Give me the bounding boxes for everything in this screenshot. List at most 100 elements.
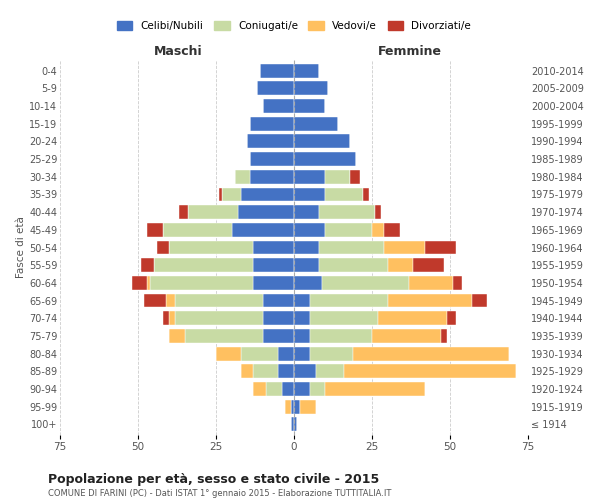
Bar [222, 188, 241, 202]
Bar [157, 240, 169, 254]
Legend: Celibi/Nubili, Coniugati/e, Vedovi/e, Divorziati/e: Celibi/Nubili, Coniugati/e, Vedovi/e, Di… [113, 16, 475, 35]
Bar [257, 82, 294, 95]
Bar [294, 258, 319, 272]
Text: Popolazione per età, sesso e stato civile - 2015: Popolazione per età, sesso e stato civil… [48, 472, 379, 486]
Bar [294, 382, 310, 396]
Bar [453, 276, 463, 290]
Bar [322, 276, 409, 290]
Bar [250, 152, 294, 166]
Bar [253, 276, 294, 290]
Bar [278, 346, 294, 360]
Bar [294, 312, 310, 325]
Bar [310, 312, 378, 325]
Text: Maschi: Maschi [154, 45, 203, 58]
Bar [310, 382, 325, 396]
Bar [241, 346, 278, 360]
Bar [253, 240, 294, 254]
Bar [294, 364, 316, 378]
Bar [310, 294, 388, 308]
Bar [310, 346, 353, 360]
Bar [154, 258, 253, 272]
Bar [385, 240, 425, 254]
Bar [325, 170, 350, 183]
Bar [253, 382, 266, 396]
Bar [440, 329, 447, 343]
Bar [353, 346, 509, 360]
Bar [388, 258, 413, 272]
Bar [188, 205, 238, 219]
Bar [294, 240, 319, 254]
Bar [241, 364, 253, 378]
Bar [281, 382, 294, 396]
Bar [319, 205, 375, 219]
Bar [294, 64, 319, 78]
Bar [294, 188, 325, 202]
Bar [350, 170, 359, 183]
Y-axis label: Anni di nascita: Anni di nascita [598, 209, 600, 286]
Bar [294, 134, 350, 148]
Bar [294, 223, 325, 236]
Bar [372, 223, 385, 236]
Bar [132, 276, 148, 290]
Bar [472, 294, 487, 308]
Bar [425, 240, 456, 254]
Y-axis label: Fasce di età: Fasce di età [16, 216, 26, 278]
Bar [372, 329, 440, 343]
Bar [169, 240, 253, 254]
Bar [232, 223, 294, 236]
Bar [179, 205, 188, 219]
Bar [241, 188, 294, 202]
Bar [300, 400, 316, 413]
Bar [316, 364, 344, 378]
Bar [378, 312, 447, 325]
Bar [175, 294, 263, 308]
Bar [263, 329, 294, 343]
Bar [141, 258, 154, 272]
Bar [250, 170, 294, 183]
Bar [263, 294, 294, 308]
Bar [291, 418, 294, 432]
Bar [219, 188, 222, 202]
Bar [263, 312, 294, 325]
Bar [319, 240, 385, 254]
Bar [163, 223, 232, 236]
Bar [409, 276, 453, 290]
Bar [235, 170, 250, 183]
Text: COMUNE DI FARINI (PC) - Dati ISTAT 1° gennaio 2015 - Elaborazione TUTTITALIA.IT: COMUNE DI FARINI (PC) - Dati ISTAT 1° ge… [48, 489, 391, 498]
Bar [385, 223, 400, 236]
Bar [362, 188, 369, 202]
Bar [148, 223, 163, 236]
Bar [260, 64, 294, 78]
Bar [294, 329, 310, 343]
Bar [278, 364, 294, 378]
Bar [216, 346, 241, 360]
Bar [266, 382, 281, 396]
Bar [151, 276, 253, 290]
Bar [294, 99, 325, 113]
Bar [325, 188, 362, 202]
Bar [325, 382, 425, 396]
Bar [375, 205, 382, 219]
Bar [294, 205, 319, 219]
Text: Femmine: Femmine [377, 45, 442, 58]
Bar [175, 312, 263, 325]
Bar [284, 400, 291, 413]
Bar [294, 170, 325, 183]
Bar [163, 312, 169, 325]
Bar [294, 152, 356, 166]
Bar [294, 294, 310, 308]
Bar [144, 294, 166, 308]
Bar [250, 117, 294, 130]
Bar [185, 329, 263, 343]
Bar [294, 117, 338, 130]
Bar [238, 205, 294, 219]
Bar [169, 329, 185, 343]
Bar [294, 82, 328, 95]
Bar [263, 99, 294, 113]
Bar [294, 346, 310, 360]
Bar [247, 134, 294, 148]
Bar [447, 312, 456, 325]
Bar [325, 223, 372, 236]
Bar [344, 364, 515, 378]
Bar [253, 258, 294, 272]
